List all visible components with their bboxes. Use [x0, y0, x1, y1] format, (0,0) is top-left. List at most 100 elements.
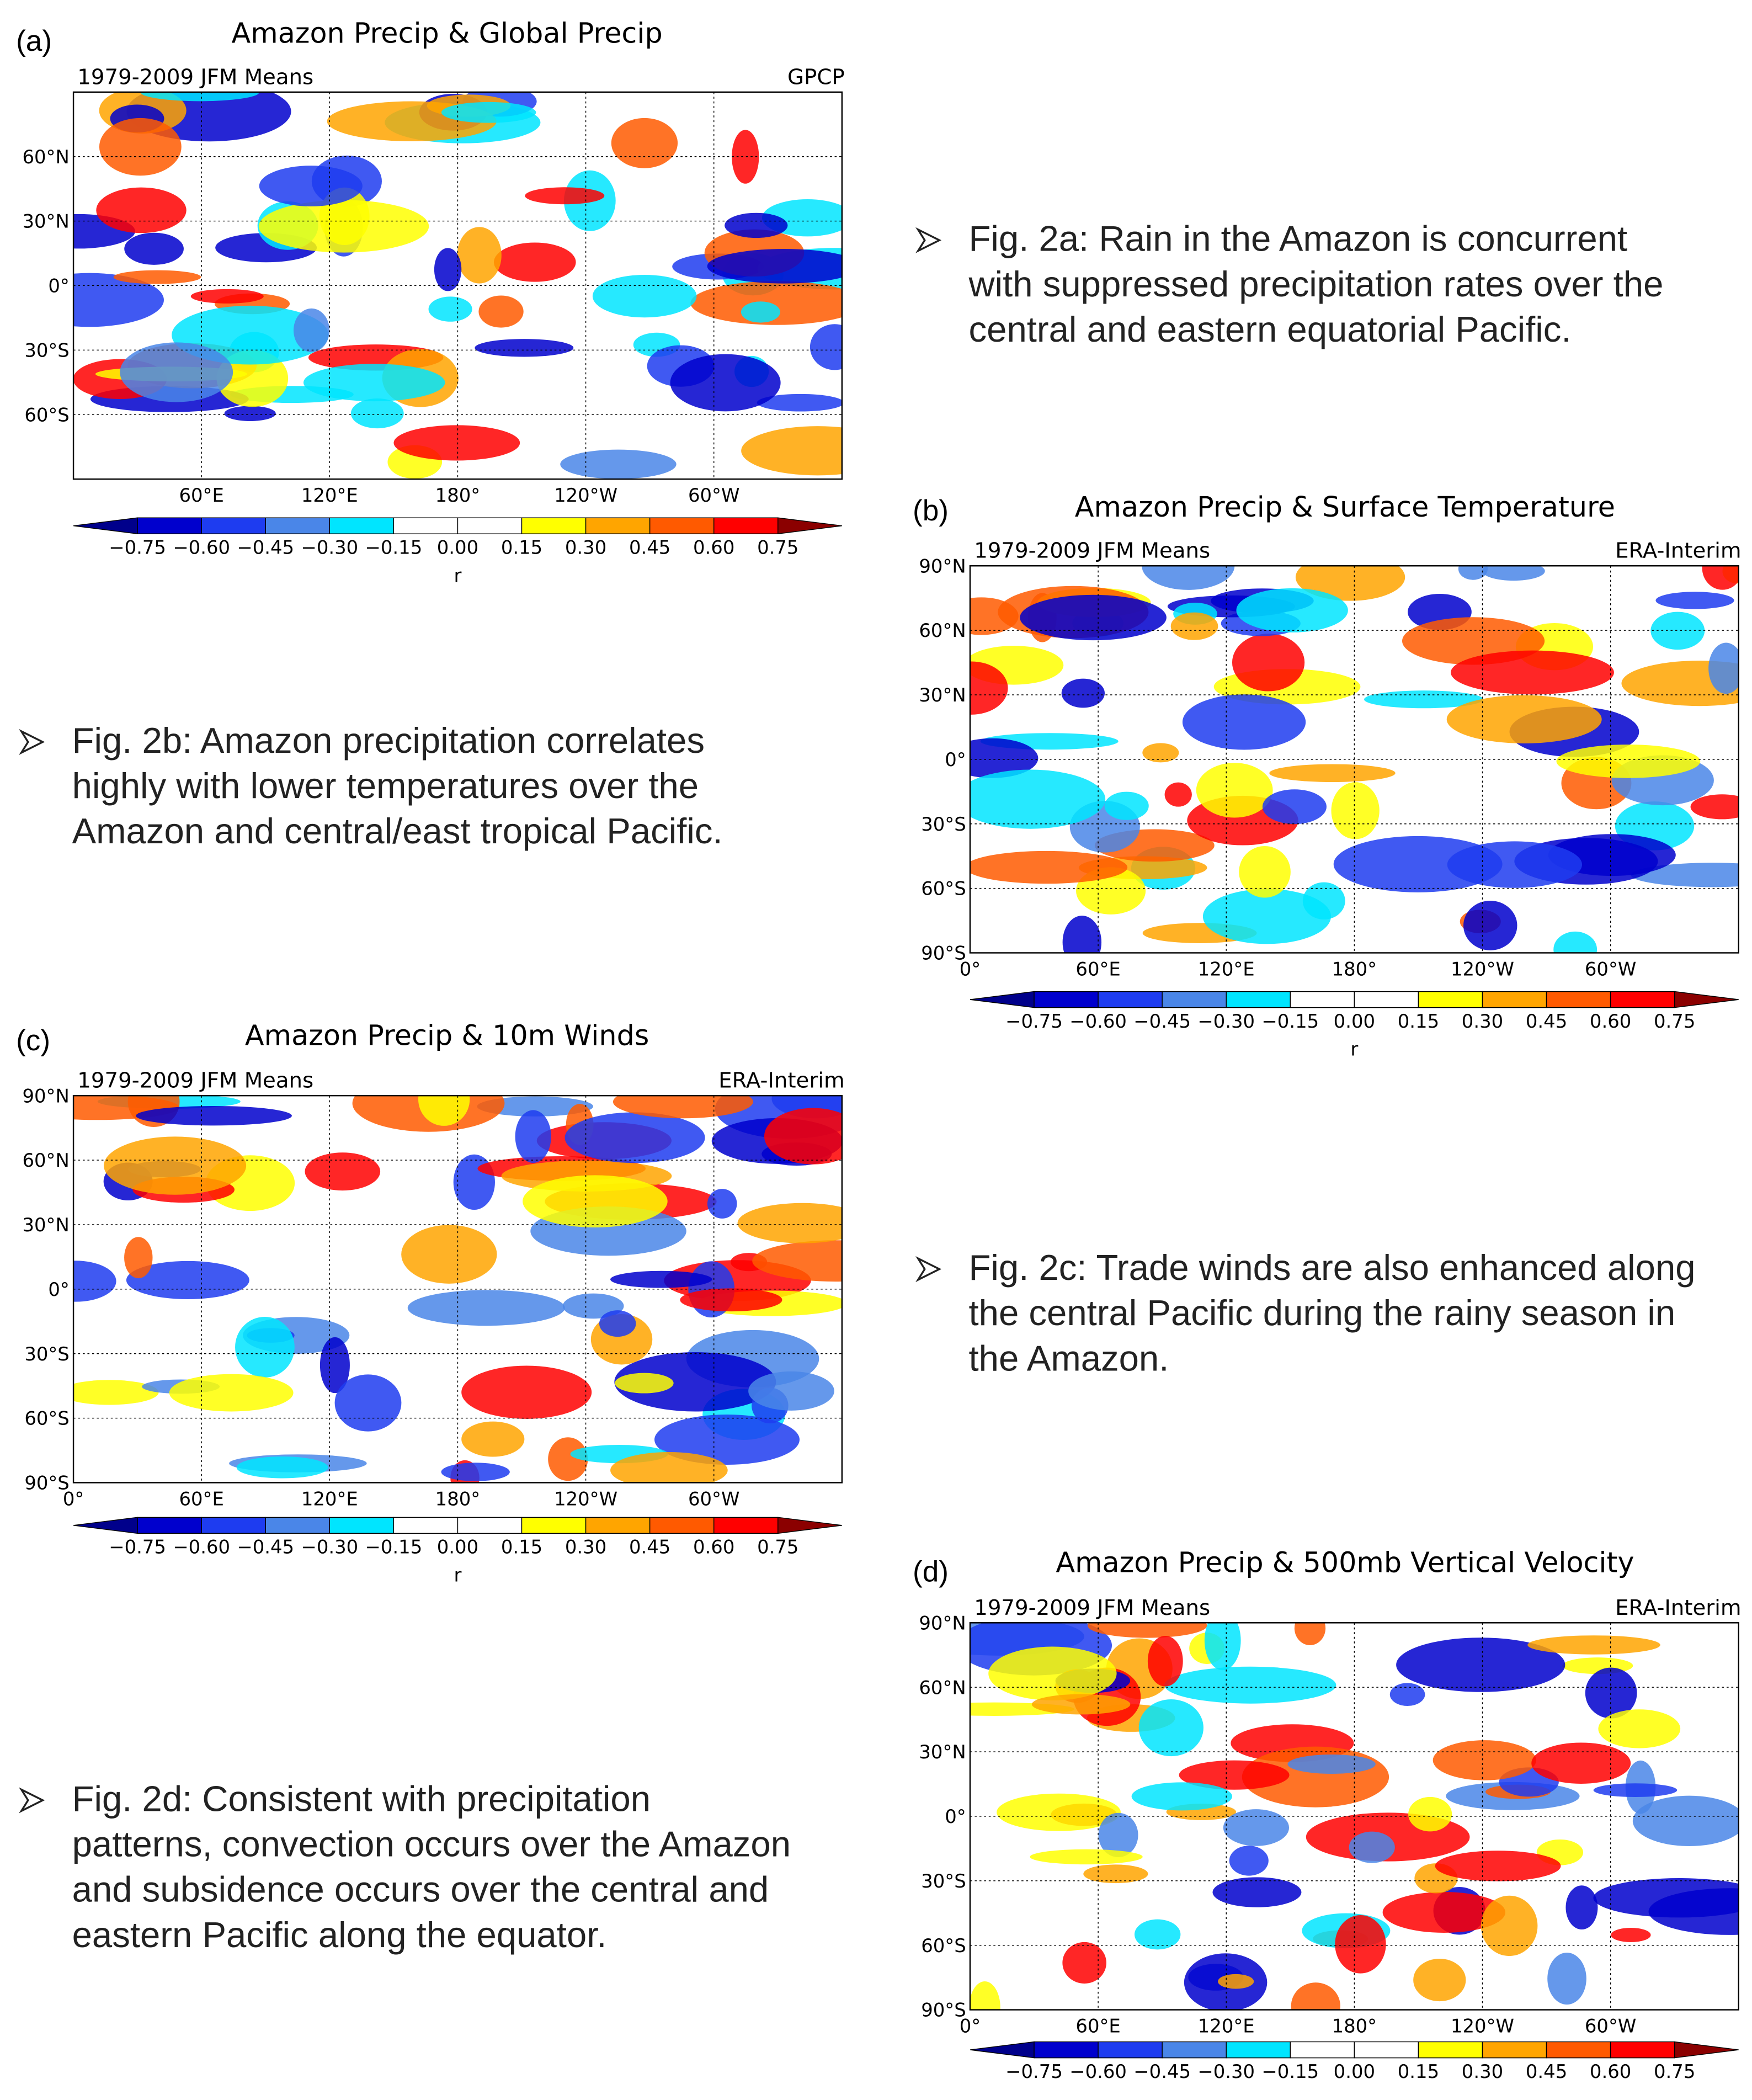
field-blob: [523, 1175, 668, 1227]
field-blob: [613, 1096, 753, 1119]
colorbar-tick-label: −0.75: [109, 1537, 166, 1558]
field-blob: [707, 249, 842, 284]
lat-label: 0°: [945, 1806, 966, 1827]
field-blob: [1202, 889, 1332, 944]
colorbar-tick-label: −0.30: [301, 1537, 358, 1558]
field-blob: [752, 1240, 842, 1282]
field-blob: [407, 1290, 565, 1326]
field-blob: [104, 1136, 247, 1195]
lon-label: 120°W: [554, 485, 617, 506]
field-blob: [725, 212, 788, 238]
field-blob: [428, 296, 472, 322]
panel: (b) Amazon Precip & Surface Temperature 19…: [913, 491, 1742, 1060]
colorbar-segment: [1098, 991, 1163, 1008]
field-blob: [224, 406, 276, 421]
field-blob: [1481, 1895, 1538, 1957]
field-blob: [1527, 1635, 1660, 1655]
field-blob: [654, 1415, 800, 1465]
field-blob: [1223, 1809, 1290, 1846]
colorbar-tick-label: −0.15: [1261, 2061, 1319, 2082]
field-blob: [477, 1096, 593, 1117]
colorbar-label: r: [454, 1564, 461, 1586]
field-blob: [461, 1365, 592, 1419]
field-blob: [1482, 566, 1545, 581]
field-blob: [707, 1189, 737, 1219]
lat-label: 30°S: [921, 1870, 966, 1892]
colorbar-segment: [265, 1517, 331, 1534]
lon-label: 60°W: [1585, 2016, 1636, 2037]
colorbar-segment: [1162, 2041, 1227, 2059]
field-blob: [293, 308, 330, 352]
colorbar-segment: [1482, 2041, 1547, 2059]
colorbar-tick-label: 0.30: [565, 536, 606, 558]
colorbar-tick-label: −0.60: [1069, 2061, 1127, 2082]
lat-label: 90°N: [919, 555, 966, 577]
lon-label: 180°: [435, 1488, 481, 1510]
colorbar-tick-label: 0.00: [1334, 1011, 1375, 1032]
colorbar-tick-label: 0.75: [757, 536, 798, 558]
field-blob: [124, 232, 184, 265]
field-blob: [1655, 592, 1734, 609]
field-blob: [741, 426, 842, 476]
colorbar-segment: [137, 1517, 202, 1534]
field-blob: [1098, 1812, 1138, 1858]
colorbar-segment: [585, 1517, 651, 1534]
colorbar-segment: [1610, 2041, 1675, 2059]
field-blob: [1062, 1942, 1106, 1984]
field-blob: [96, 187, 187, 233]
colorbar-segment: [1162, 991, 1227, 1008]
field-blob: [73, 273, 164, 327]
field-blob: [475, 339, 574, 357]
field-blob: [1031, 1694, 1131, 1715]
lat-label: 90°S: [24, 1472, 69, 1494]
lat-label: 90°N: [919, 1612, 966, 1634]
field-blob: [1087, 1623, 1207, 1638]
lat-label: 60°N: [919, 620, 966, 641]
colorbar-segment: [1674, 991, 1739, 1008]
field-blob: [1702, 566, 1739, 590]
field-blob: [334, 1374, 402, 1432]
field-blob: [748, 1371, 834, 1411]
field-blob: [970, 769, 1106, 829]
bullet-text: the Amazon.: [969, 1338, 1169, 1378]
panel: (c) Amazon Precip & 10m Winds 1979-2009 JF…: [16, 1019, 845, 1586]
lat-label: 90°S: [921, 943, 966, 964]
field-blob: [565, 1112, 705, 1163]
source: ERA-Interim: [1615, 1596, 1741, 1620]
bullet-text: and subsidence occurs over the central a…: [72, 1869, 769, 1910]
colorbar-tick-label: 0.75: [757, 1537, 798, 1558]
lon-label: 120°E: [1198, 959, 1255, 980]
field-blob: [461, 1421, 525, 1457]
field-blob: [690, 281, 842, 325]
lon-label: 60°W: [688, 485, 739, 506]
bullet-arrow: [19, 1787, 45, 1814]
colorbar-tick-label: 0.30: [565, 1537, 606, 1558]
field-blob: [1446, 695, 1602, 743]
field-blob: [1142, 566, 1235, 590]
field-blob: [1164, 782, 1192, 807]
colorbar-tick-label: 0.75: [1654, 1011, 1695, 1032]
source: ERA-Interim: [718, 1068, 844, 1093]
bullet-text: Fig. 2c: Trade winds are also enhanced a…: [969, 1247, 1696, 1288]
colorbar-segment: [1674, 2041, 1739, 2059]
colorbar-tick-label: −0.60: [173, 1537, 230, 1558]
field-blob: [1396, 1638, 1565, 1692]
field-blob: [1447, 841, 1582, 888]
colorbar-tick-label: −0.60: [173, 536, 230, 558]
field-blob: [614, 1352, 776, 1412]
field-blob: [1408, 1796, 1452, 1832]
colorbar-tick-label: 0.45: [629, 536, 670, 558]
lat-label: 0°: [48, 1279, 69, 1300]
field-blob: [1142, 743, 1179, 763]
field-blob: [970, 1981, 1000, 2010]
lon-label: 60°E: [179, 485, 224, 506]
field-blob: [1083, 1864, 1148, 1884]
field-blob: [1179, 1760, 1290, 1790]
map-frame: [72, 91, 843, 480]
lon-label: 120°W: [1451, 2016, 1514, 2037]
colorbar-segment: [778, 517, 842, 535]
colorbar-tick-label: −0.75: [1005, 2061, 1063, 2082]
bullet-text: Fig. 2a: Rain in the Amazon is concurren…: [969, 219, 1628, 259]
field-blob: [73, 1261, 116, 1302]
field-blob: [350, 398, 404, 429]
